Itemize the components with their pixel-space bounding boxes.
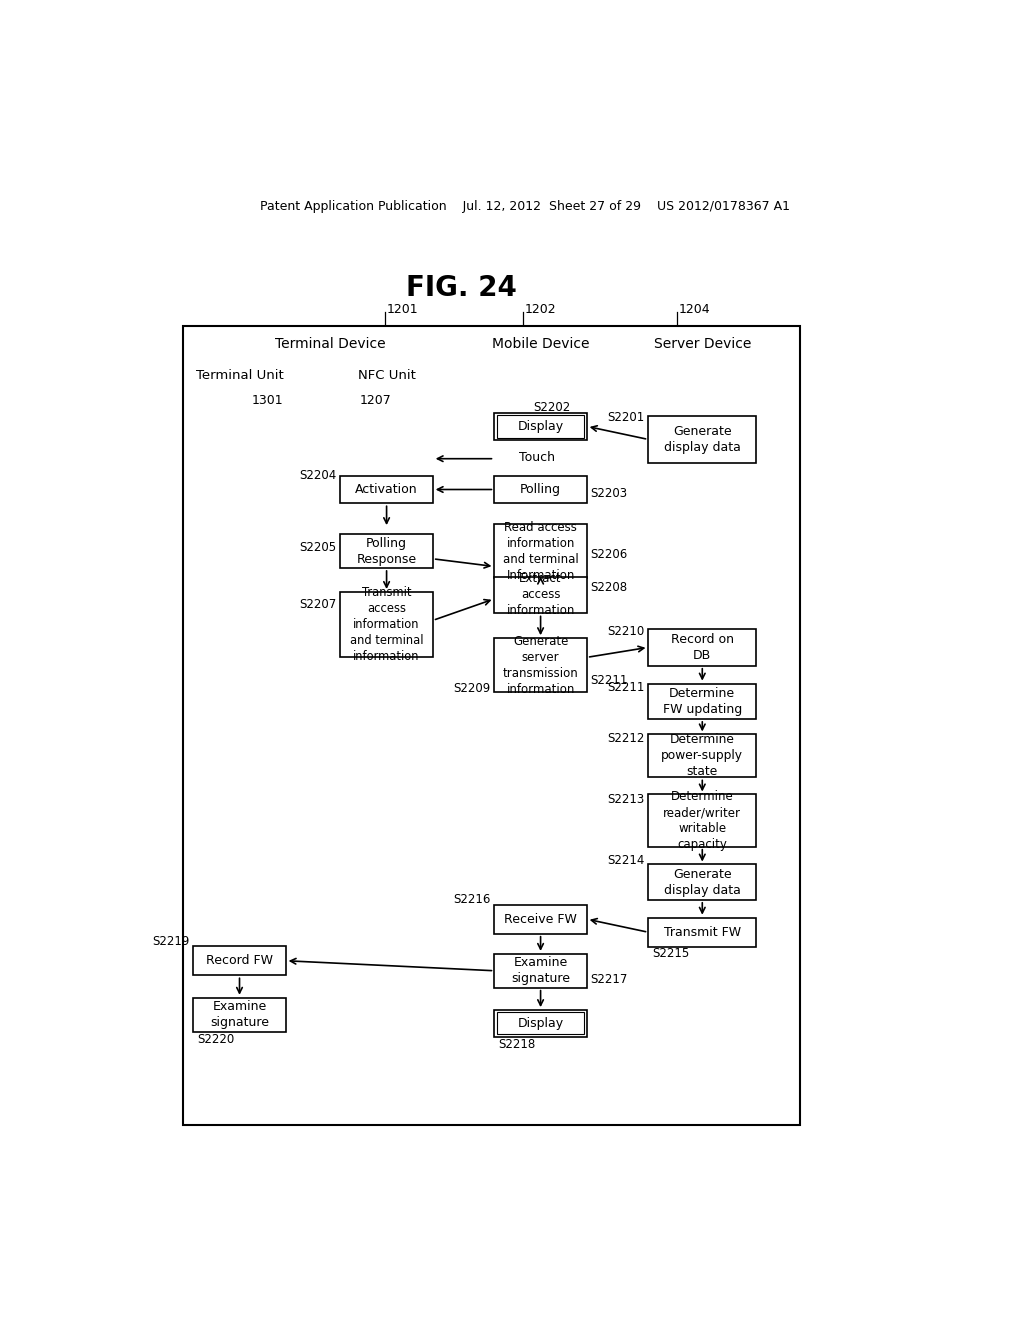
- Bar: [648, 684, 756, 719]
- Text: S2215: S2215: [652, 948, 689, 961]
- Text: Polling
Response: Polling Response: [356, 537, 417, 565]
- Text: Mobile Device: Mobile Device: [492, 337, 590, 351]
- Text: NFC Unit: NFC Unit: [357, 370, 416, 381]
- Text: S2201: S2201: [607, 412, 644, 425]
- Text: S2206: S2206: [591, 548, 628, 561]
- Text: S2209: S2209: [454, 681, 490, 694]
- Text: Terminal Device: Terminal Device: [274, 337, 385, 351]
- Bar: [495, 475, 587, 503]
- Bar: [340, 533, 433, 569]
- Bar: [648, 795, 756, 847]
- Text: S2203: S2203: [591, 487, 628, 500]
- Text: S2208: S2208: [591, 581, 628, 594]
- Bar: [495, 524, 587, 578]
- Text: 1201: 1201: [386, 302, 418, 315]
- Text: Touch: Touch: [519, 450, 555, 463]
- Bar: [194, 998, 286, 1032]
- Text: Determine
reader/writer
writable
capacity: Determine reader/writer writable capacit…: [664, 791, 741, 851]
- Bar: [648, 865, 756, 900]
- Bar: [648, 416, 756, 463]
- Text: Patent Application Publication    Jul. 12, 2012  Sheet 27 of 29    US 2012/01783: Patent Application Publication Jul. 12, …: [260, 199, 790, 213]
- Text: S2214: S2214: [607, 854, 644, 867]
- Text: Generate
display data: Generate display data: [664, 867, 740, 896]
- Bar: [183, 326, 801, 1125]
- Bar: [648, 917, 756, 946]
- Text: Examine
signature: Examine signature: [210, 1001, 269, 1030]
- Text: Server Device: Server Device: [653, 337, 751, 351]
- Text: S2210: S2210: [607, 626, 644, 639]
- Text: 1301: 1301: [252, 395, 283, 408]
- Text: Polling: Polling: [520, 483, 561, 496]
- Text: Display: Display: [517, 420, 563, 433]
- Text: Determine
power-supply
state: Determine power-supply state: [662, 734, 743, 779]
- Bar: [497, 416, 585, 437]
- Bar: [648, 734, 756, 777]
- Bar: [495, 904, 587, 933]
- Text: S2216: S2216: [454, 894, 490, 907]
- Text: S2218: S2218: [499, 1038, 536, 1051]
- Text: Activation: Activation: [355, 483, 418, 496]
- Bar: [648, 628, 756, 665]
- Text: Receive FW: Receive FW: [504, 912, 577, 925]
- Text: Record on
DB: Record on DB: [671, 632, 734, 661]
- Bar: [495, 954, 587, 987]
- Text: Determine
FW updating: Determine FW updating: [663, 686, 742, 715]
- Text: Display: Display: [517, 1016, 563, 1030]
- Text: S2211: S2211: [591, 675, 628, 686]
- Text: S2213: S2213: [607, 792, 644, 805]
- Bar: [495, 638, 587, 692]
- Text: S2204: S2204: [299, 469, 337, 482]
- Text: Generate
display data: Generate display data: [664, 425, 740, 454]
- Bar: [495, 1010, 587, 1036]
- Text: S2219: S2219: [153, 935, 189, 948]
- Text: S2202: S2202: [532, 401, 570, 414]
- Text: Transmit FW: Transmit FW: [664, 925, 740, 939]
- Text: S2211: S2211: [607, 681, 644, 694]
- Text: Generate
server
transmission
information: Generate server transmission information: [503, 635, 579, 696]
- Text: 1207: 1207: [359, 395, 391, 408]
- Text: 1202: 1202: [524, 302, 556, 315]
- Bar: [194, 946, 286, 975]
- Text: 1204: 1204: [679, 302, 711, 315]
- Bar: [497, 1012, 585, 1035]
- Text: S2212: S2212: [607, 733, 644, 746]
- Text: Terminal Unit: Terminal Unit: [196, 370, 284, 381]
- Text: FIG. 24: FIG. 24: [407, 273, 517, 302]
- Text: S2207: S2207: [299, 598, 337, 611]
- Text: Extract
access
information: Extract access information: [507, 573, 574, 618]
- Text: Read access
information
and terminal
Information: Read access information and terminal Inf…: [503, 520, 579, 582]
- Bar: [495, 413, 587, 440]
- Text: S2205: S2205: [299, 541, 337, 554]
- Text: Transmit
access
information
and terminal
information: Transmit access information and terminal…: [350, 586, 423, 663]
- Text: Examine
signature: Examine signature: [511, 956, 570, 985]
- Bar: [495, 577, 587, 614]
- Bar: [340, 591, 433, 657]
- Text: Record FW: Record FW: [206, 954, 273, 968]
- Bar: [340, 475, 433, 503]
- Text: S2220: S2220: [198, 1032, 234, 1045]
- Text: S2217: S2217: [591, 973, 628, 986]
